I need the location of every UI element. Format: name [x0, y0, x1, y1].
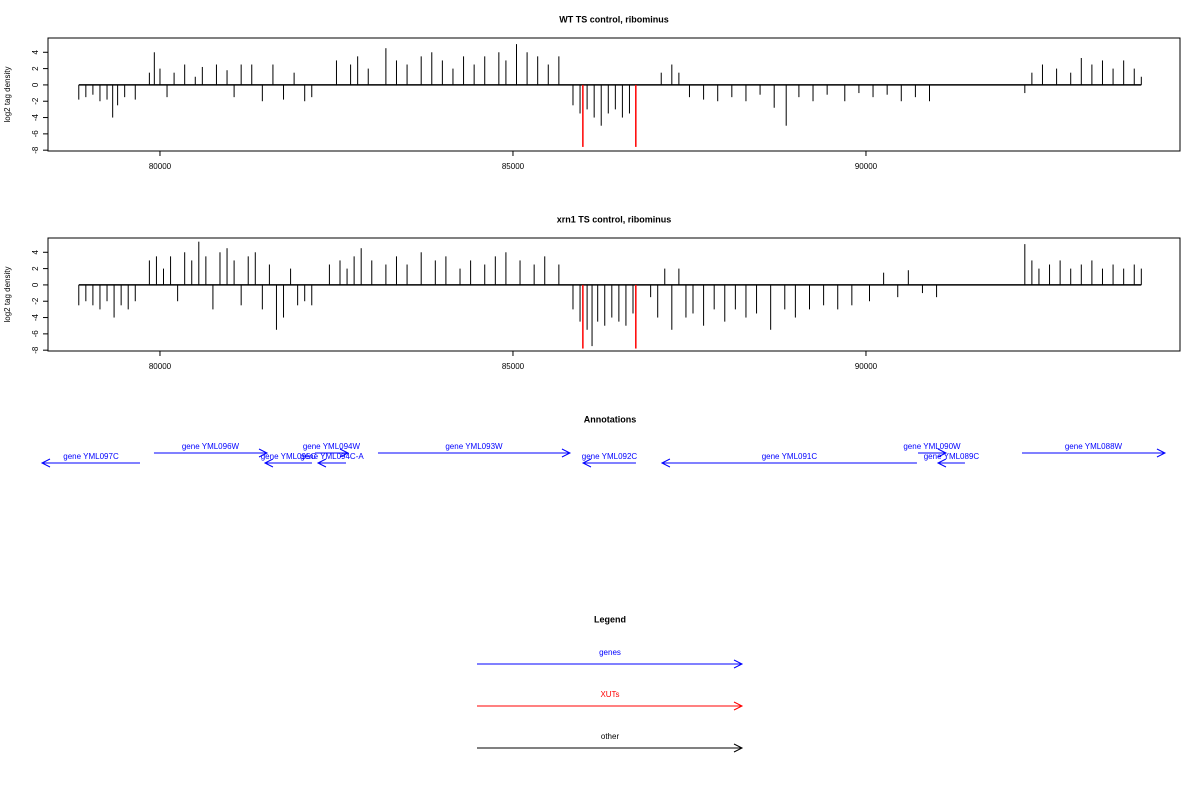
- y-tick-label: -6: [31, 330, 40, 338]
- gene-arrow: [1022, 448, 1167, 458]
- legend-label: XUTs: [600, 690, 619, 699]
- plot-frame: [47, 237, 1181, 352]
- gene-label: gene YML093W: [445, 442, 503, 451]
- y-axis-label: log2 tag density: [3, 266, 12, 322]
- x-tick-label: 85000: [502, 362, 525, 371]
- gene-arrow: [314, 448, 350, 458]
- legend-label: other: [601, 732, 620, 741]
- gene-label: gene YML089C: [924, 452, 980, 461]
- y-tick-label: -8: [31, 146, 40, 154]
- gene-arrow: [316, 458, 347, 468]
- y-tick-label: 2: [31, 66, 40, 71]
- y-tick-label: -4: [31, 313, 40, 321]
- gene-label: gene YML095C: [261, 452, 317, 461]
- gene-label: gene YML088W: [1065, 442, 1123, 451]
- legend-arrow: [477, 659, 744, 669]
- gene-arrow: [918, 448, 948, 458]
- gene-arrow: [936, 458, 965, 468]
- y-tick-label: 4: [31, 50, 40, 55]
- chart-title: xrn1 TS control, ribominus: [557, 214, 672, 224]
- gene-arrow: [581, 458, 636, 468]
- gene-label: gene YML097C: [63, 452, 119, 461]
- annotations-title: Annotations: [584, 414, 637, 424]
- y-tick-label: 4: [31, 250, 40, 255]
- y-tick-label: 0: [31, 82, 40, 87]
- legend-arrow: [477, 743, 744, 753]
- y-tick-label: -2: [31, 297, 40, 305]
- gene-label: gene YML096W: [182, 442, 240, 451]
- y-tick-label: -2: [31, 97, 40, 105]
- gene-arrow: [660, 458, 917, 468]
- y-tick-label: -8: [31, 346, 40, 354]
- x-tick-label: 90000: [855, 162, 878, 171]
- gene-label: gene YML094C-A: [300, 452, 364, 461]
- gene-label: gene YML092C: [582, 452, 638, 461]
- plot-frame: [47, 37, 1181, 152]
- gene-label: gene YML094W: [303, 442, 361, 451]
- legend-label: genes: [599, 648, 621, 657]
- x-tick-label: 85000: [502, 162, 525, 171]
- gene-arrow: [40, 458, 140, 468]
- legend-title: Legend: [594, 614, 626, 624]
- x-tick-label: 80000: [149, 362, 172, 371]
- y-tick-label: -4: [31, 113, 40, 121]
- y-tick-label: 0: [31, 282, 40, 287]
- y-tick-label: 2: [31, 266, 40, 271]
- gene-arrow: [377, 448, 572, 458]
- gene-label: gene YML091C: [762, 452, 818, 461]
- gene-arrow: [263, 458, 312, 468]
- gene-arrow: [153, 448, 269, 458]
- x-tick-label: 90000: [855, 362, 878, 371]
- gene-label: gene YML090W: [903, 442, 961, 451]
- chart-title: WT TS control, ribominus: [559, 14, 669, 24]
- y-axis-label: log2 tag density: [3, 66, 12, 122]
- legend-arrow: [477, 701, 744, 711]
- y-tick-label: -6: [31, 130, 40, 138]
- x-tick-label: 80000: [149, 162, 172, 171]
